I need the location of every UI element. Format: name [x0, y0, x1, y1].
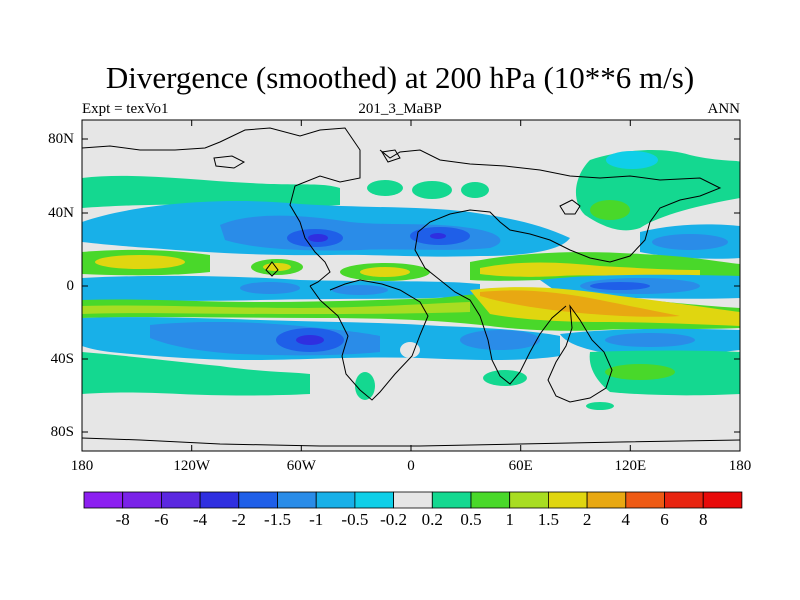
lat-label-40n: 40N: [48, 205, 74, 221]
colorbar-swatch: [548, 491, 588, 509]
colorbar-label: -2: [231, 510, 246, 529]
colorbar: [83, 491, 743, 509]
experiment-label: Expt = texVo1: [82, 101, 169, 117]
colorbar-label: 2: [582, 510, 592, 529]
colorbar-swatch: [702, 491, 743, 509]
colorbar-label: 0.5: [460, 510, 482, 529]
colorbar-swatch: [122, 491, 162, 509]
colorbar-swatch: [238, 491, 278, 509]
case-label: 201_3_MaBP: [358, 101, 442, 117]
colorbar-swatch: [277, 491, 317, 509]
season-label: ANN: [707, 101, 741, 117]
colorbar-label: -6: [154, 510, 169, 529]
colorbar-label: -0.2: [380, 510, 408, 529]
colorbar-label: 4: [621, 510, 631, 529]
colorbar-swatch: [664, 491, 704, 509]
lon-label-60w: 60W: [286, 458, 316, 474]
lon-label-180-left: 180: [70, 458, 94, 474]
colorbar-swatch: [83, 491, 124, 509]
colorbar-label: 6: [660, 510, 669, 529]
colorbar-swatch: [160, 491, 201, 509]
colorbar-label: 8: [698, 510, 708, 529]
map-title: Divergence (smoothed) at 200 hPa (10**6 …: [105, 60, 695, 95]
colorbar-swatch: [431, 491, 472, 509]
colorbar-label: 1: [505, 510, 514, 529]
colorbar-swatch: [470, 491, 511, 509]
colorbar-swatch: [393, 491, 433, 509]
lon-label-0: 0: [407, 458, 415, 474]
colorbar-label: 1.5: [537, 510, 560, 529]
colorbar-label: -0.5: [341, 510, 369, 529]
lat-label-0: 0: [66, 278, 75, 294]
colorbar-label: -1.5: [264, 510, 291, 529]
lon-label-180-right: 180: [728, 458, 752, 474]
lon-label-60e: 60E: [508, 458, 533, 474]
colorbar-swatch: [509, 491, 549, 509]
axis-ticks: [82, 120, 740, 451]
colorbar-label: -4: [193, 510, 208, 529]
colorbar-label: -1: [309, 510, 324, 529]
colorbar-swatch: [354, 491, 394, 509]
lat-label-40s: 40S: [50, 351, 74, 367]
lon-label-120w: 120W: [173, 458, 211, 474]
colorbar-swatch: [625, 491, 665, 509]
colorbar-swatch: [315, 491, 356, 509]
colorbar-swatch: [199, 491, 240, 509]
colorbar-swatch: [586, 491, 627, 509]
colorbar-label: -8: [115, 510, 130, 529]
colorbar-label: 0.2: [421, 510, 443, 529]
lat-label-80s: 80S: [50, 424, 74, 440]
lon-label-120e: 120E: [614, 458, 647, 474]
coastlines: [82, 127, 740, 447]
lat-label-80n: 80N: [48, 131, 74, 147]
